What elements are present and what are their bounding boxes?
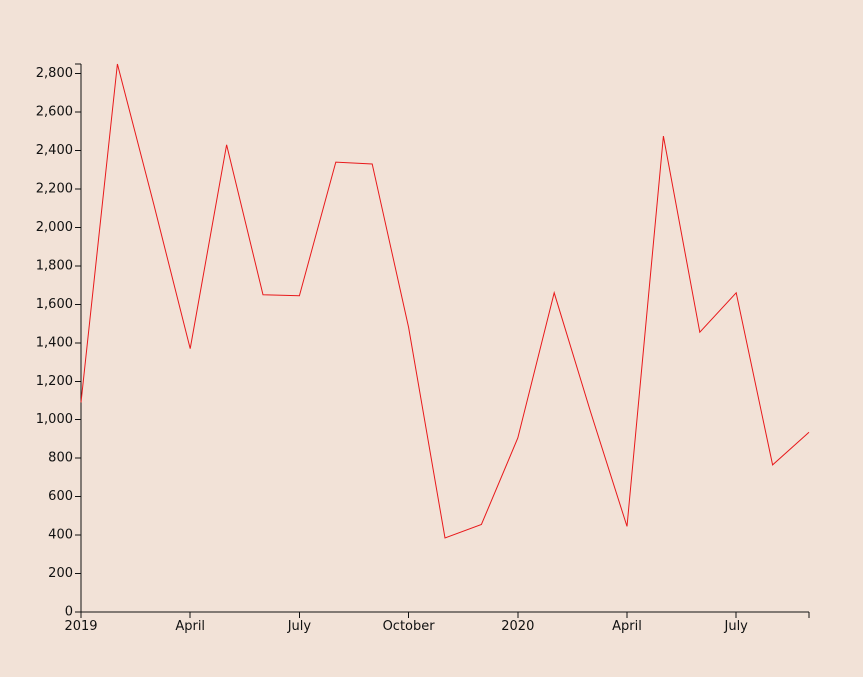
y-tick-label: 0: [65, 605, 73, 620]
y-tick-label: 2,000: [36, 220, 73, 235]
y-tick-label: 1,400: [36, 335, 73, 350]
y-tick-label: 1,800: [36, 258, 73, 273]
y-tick-label: 800: [48, 451, 73, 466]
y-tick-label: 1,000: [36, 412, 73, 427]
x-tick-label: April: [175, 619, 205, 634]
y-tick-label: 200: [48, 566, 73, 581]
y-tick-label: 2,200: [36, 181, 73, 196]
x-tick-label: July: [724, 619, 749, 634]
x-axis: 2019 April July October 2020 April July: [64, 611, 810, 634]
x-tick-label: April: [612, 619, 642, 634]
x-tick-label: July: [287, 619, 312, 634]
y-tick-label: 1,600: [36, 297, 73, 312]
x-tick-label: October: [383, 619, 436, 634]
y-tick-label: 400: [48, 528, 73, 543]
x-tick-label: 2019: [64, 619, 97, 634]
y-tick-label: 2,400: [36, 143, 73, 158]
y-tick-label: 600: [48, 489, 73, 504]
y-tick-label: 2,800: [36, 66, 73, 81]
y-axis: 0 200 400 600 800 1,000 1,200 1,400 1,600 1,800 2,…: [36, 63, 82, 620]
series-layer: [80, 63, 810, 539]
y-tick-label: 2,600: [36, 105, 73, 120]
x-tick-label: 2020: [501, 619, 534, 634]
series-line: [80, 63, 810, 539]
y-tick-label: 1,200: [36, 374, 73, 389]
